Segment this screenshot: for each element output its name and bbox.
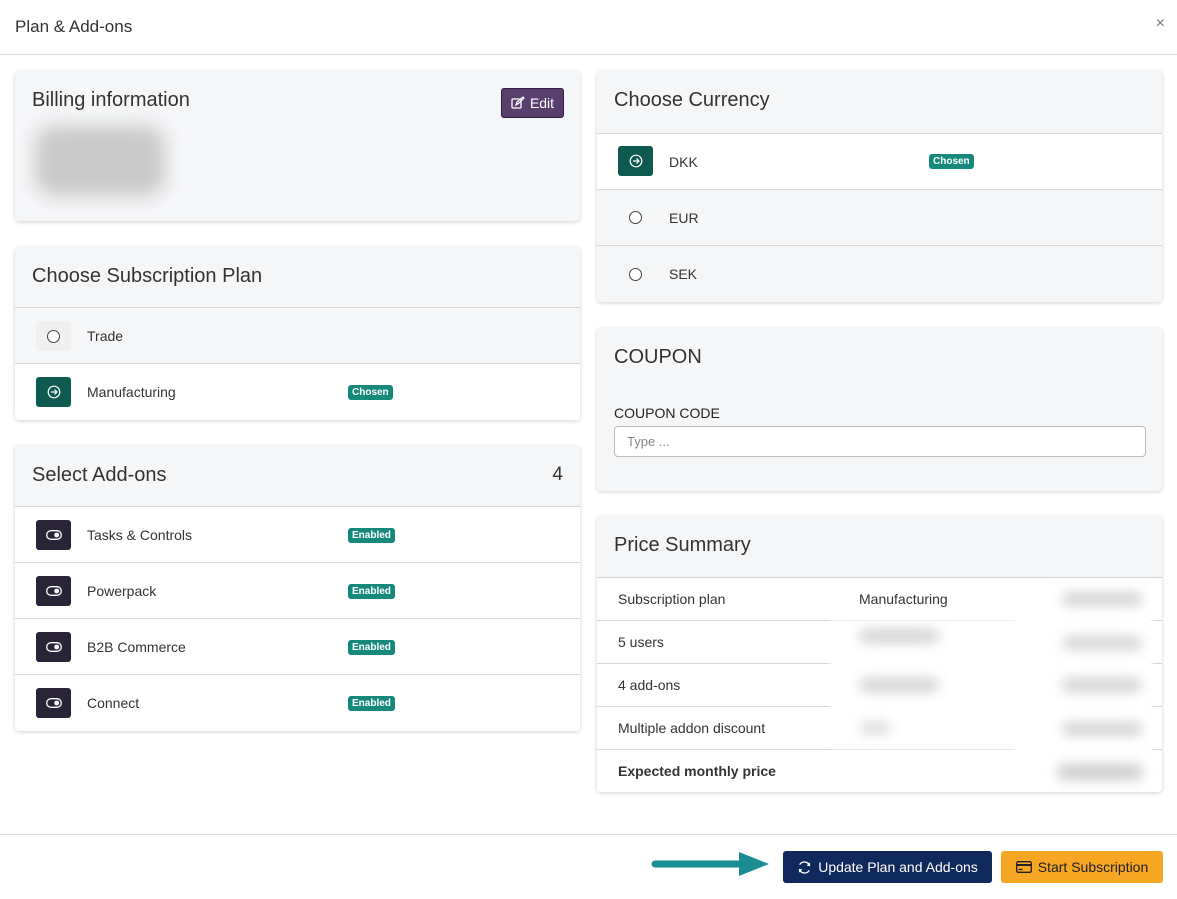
plan-item-label: Trade	[87, 328, 124, 344]
plan-item-label: Manufacturing	[87, 384, 176, 400]
price-row-label: Expected monthly price	[618, 763, 776, 779]
addon-item[interactable]: Powerpack Enabled	[15, 562, 580, 619]
addon-item[interactable]: Connect Enabled	[15, 674, 580, 731]
price-row-label: Subscription plan	[618, 591, 726, 607]
enabled-badge: Enabled	[348, 527, 395, 543]
toggle-icon[interactable]	[36, 688, 71, 718]
currency-item-dkk[interactable]: DKK Chosen	[597, 133, 1162, 189]
radio-icon[interactable]	[618, 259, 653, 289]
blurred-amount	[859, 722, 891, 734]
refresh-icon	[798, 860, 811, 874]
addon-label: B2B Commerce	[87, 639, 186, 655]
pointer-arrow-icon	[651, 852, 769, 876]
coupon-code-input[interactable]	[614, 426, 1146, 457]
edit-button-label: Edit	[529, 95, 555, 111]
addon-item[interactable]: B2B Commerce Enabled	[15, 618, 580, 675]
edit-icon	[511, 96, 525, 109]
toggle-icon[interactable]	[36, 632, 71, 662]
currency-item-sek[interactable]: SEK	[597, 245, 1162, 302]
price-summary-title: Price Summary	[614, 534, 751, 556]
coupon-card: COUPON COUPON CODE	[597, 328, 1162, 491]
update-plan-button[interactable]: Update Plan and Add-ons	[783, 851, 992, 883]
toggle-icon[interactable]	[36, 576, 71, 606]
addon-label: Connect	[87, 695, 140, 711]
price-row-label: Multiple addon discount	[618, 720, 766, 736]
enabled-badge: Enabled	[348, 695, 395, 711]
blurred-amount	[859, 629, 939, 643]
currency-label: SEK	[669, 266, 698, 282]
enabled-badge: Enabled	[348, 583, 395, 599]
price-row-label: 4 add-ons	[618, 677, 681, 693]
coupon-code-label: COUPON CODE	[614, 405, 720, 421]
chosen-badge: Chosen	[348, 384, 393, 400]
modal-header: Plan & Add-ons ×	[0, 0, 1177, 55]
currency-title: Choose Currency	[614, 89, 770, 111]
billing-title: Billing information	[32, 89, 190, 111]
addons-count: 4	[552, 464, 563, 485]
footer-divider	[0, 834, 1177, 835]
toggle-icon[interactable]	[36, 520, 71, 550]
addons-card: Select Add-ons 4 Tasks & Controls Enable…	[15, 446, 580, 731]
price-summary-card: Price Summary Subscription plan Manufact…	[597, 516, 1162, 792]
modal-title: Plan & Add-ons	[15, 17, 133, 36]
radio-icon[interactable]	[618, 202, 653, 232]
currency-label: EUR	[669, 209, 699, 226]
addon-label: Powerpack	[87, 583, 157, 599]
plan-title: Choose Subscription Plan	[32, 265, 263, 287]
plan-card: Choose Subscription Plan Trade Manufactu…	[15, 247, 580, 420]
close-icon[interactable]: ×	[1155, 15, 1165, 32]
blurred-amount	[1062, 678, 1142, 692]
credit-card-icon	[1015, 861, 1032, 873]
blurred-amount	[859, 678, 939, 692]
blurred-amount	[1062, 592, 1142, 606]
arrow-circle-icon[interactable]	[618, 146, 653, 176]
chosen-badge: Chosen	[929, 154, 974, 169]
billing-card: Billing information Edit	[15, 71, 580, 221]
billing-details-blurred	[35, 126, 165, 196]
blurred-amount	[1057, 764, 1143, 780]
coupon-title: COUPON	[614, 346, 702, 368]
plan-item-trade[interactable]: Trade	[15, 307, 580, 364]
addon-label: Tasks & Controls	[87, 527, 193, 543]
arrow-circle-icon[interactable]	[36, 377, 71, 407]
currency-label: DKK	[669, 153, 698, 170]
blurred-amount	[1062, 722, 1142, 736]
currency-item-eur[interactable]: EUR	[597, 189, 1162, 245]
currency-card: Choose Currency DKK Chosen EUR SEK	[597, 71, 1162, 302]
start-subscription-button[interactable]: Start Subscription	[1001, 851, 1163, 883]
addon-item[interactable]: Tasks & Controls Enabled	[15, 506, 580, 563]
price-row-label: 5 users	[618, 634, 664, 650]
start-subscription-label: Start Subscription	[1037, 859, 1149, 875]
radio-icon[interactable]	[36, 321, 71, 351]
addons-title: Select Add-ons	[32, 464, 167, 486]
blurred-amount	[1062, 636, 1142, 650]
plan-item-manufacturing[interactable]: Manufacturing Chosen	[15, 363, 580, 420]
edit-button[interactable]: Edit	[501, 88, 564, 118]
price-row-value: Manufacturing	[859, 591, 948, 607]
enabled-badge: Enabled	[348, 639, 395, 655]
update-plan-label: Update Plan and Add-ons	[818, 859, 978, 875]
